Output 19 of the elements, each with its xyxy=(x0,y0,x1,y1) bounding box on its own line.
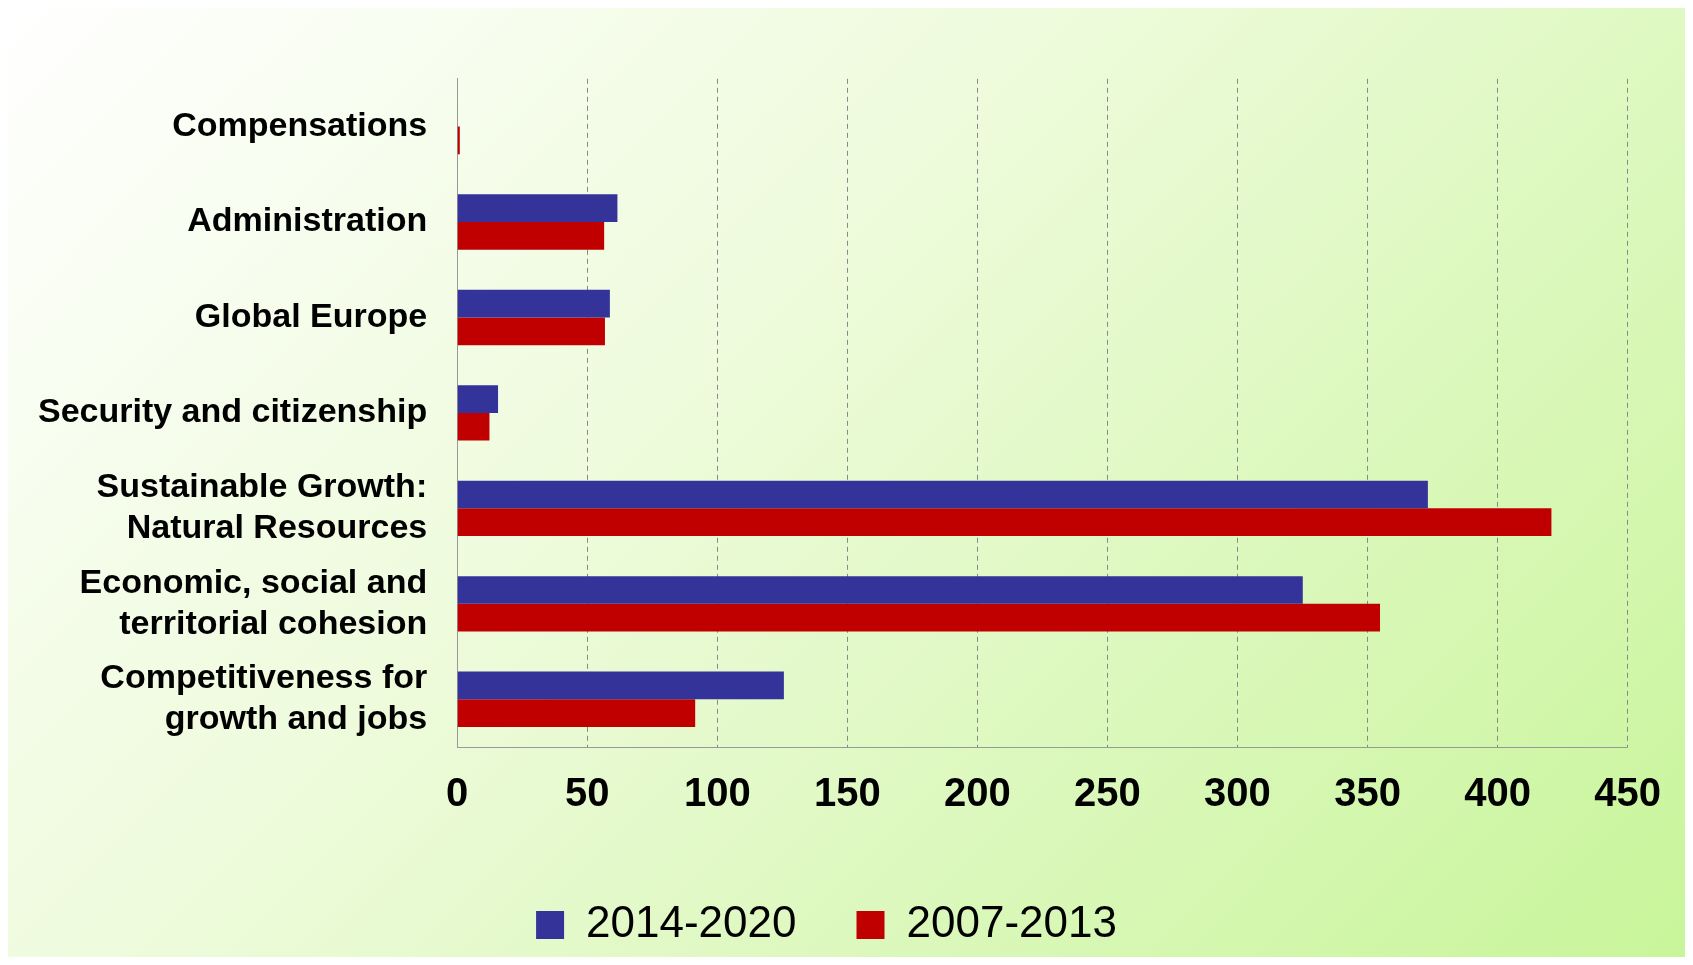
y-tick-label: Administration xyxy=(187,200,428,239)
x-tick-label: 200 xyxy=(944,770,1011,815)
x-tick-label: 300 xyxy=(1204,770,1271,815)
y-tick-label: Compensations xyxy=(172,104,428,143)
x-tick-label: 100 xyxy=(683,770,751,815)
x-tick-label: 400 xyxy=(1464,770,1531,815)
x-tick-label: 50 xyxy=(565,770,610,815)
x-tick-label: 450 xyxy=(1594,770,1662,815)
y-tick-label: Sustainable Growth: Natural Resources xyxy=(96,466,428,546)
y-tick-label: Competitiveness for growth and jobs xyxy=(100,657,428,737)
x-tick-label: 150 xyxy=(813,770,881,815)
y-tick-label: Global Europe xyxy=(194,295,428,334)
legend-label: 2014-2020 xyxy=(586,897,797,947)
y-tick-label: Economic, social and territorial cohesion xyxy=(79,561,428,641)
legend-label: 2007-2013 xyxy=(906,897,1117,947)
x-tick-label: 0 xyxy=(446,770,469,815)
y-tick-label: Security and citizenship xyxy=(37,391,428,430)
x-tick-label: 350 xyxy=(1334,770,1401,815)
x-tick-label: 250 xyxy=(1074,770,1141,815)
